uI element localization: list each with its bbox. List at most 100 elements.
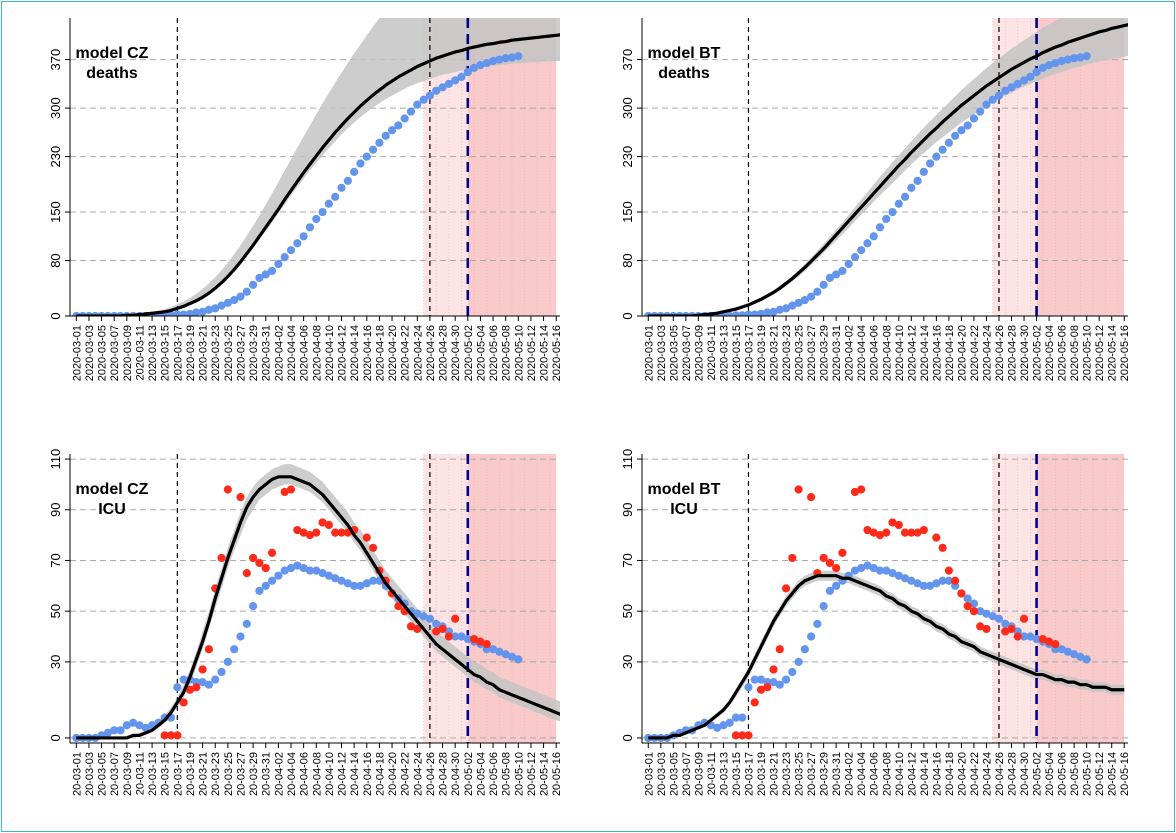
x-tick-label: 20-03-29 xyxy=(248,752,260,796)
point-model-series xyxy=(514,655,523,664)
point-model-series xyxy=(1019,76,1029,85)
x-tick-label: 20-05-12 xyxy=(1094,752,1106,796)
point-model-series xyxy=(267,576,277,585)
point-model-series xyxy=(907,576,916,585)
point-icu-series xyxy=(406,622,416,631)
point-model-series xyxy=(495,55,504,64)
point-icu-series xyxy=(267,548,277,557)
x-tick-label: 2020-04-16 xyxy=(362,325,374,381)
point-model-series xyxy=(179,675,188,684)
point-model-series xyxy=(850,252,860,262)
point-model-series xyxy=(919,581,928,590)
point-model-series xyxy=(763,308,772,316)
x-tick-label: 2020-05-08 xyxy=(501,325,513,381)
y-tick-label: 150 xyxy=(620,201,635,223)
point-model-series xyxy=(451,76,460,85)
point-icu-series xyxy=(318,518,327,527)
point-model-series xyxy=(331,574,340,583)
point-model-series xyxy=(293,239,302,248)
x-tick-label: 2020-05-08 xyxy=(1069,325,1081,381)
x-tick-label: 20-03-03 xyxy=(84,752,96,796)
x-tick-label: 20-03-19 xyxy=(756,752,768,796)
point-model-series xyxy=(419,95,428,104)
point-model-series xyxy=(432,86,441,95)
point-icu-series xyxy=(198,665,207,674)
point-model-series xyxy=(204,680,214,689)
x-tick-label: 20-05-02 xyxy=(1032,752,1044,796)
x-tick-label: 2020-03-13 xyxy=(147,325,159,381)
point-model-series xyxy=(738,713,747,722)
point-model-series xyxy=(305,566,315,575)
point-model-series xyxy=(750,310,759,316)
x-tick-label: 2020-03-05 xyxy=(97,325,109,381)
point-icu-series xyxy=(337,528,346,537)
point-model-series xyxy=(387,126,397,135)
point-model-series xyxy=(457,632,466,641)
point-model-series xyxy=(324,199,333,208)
x-tick-label: 2020-05-10 xyxy=(1082,325,1094,381)
point-icu-series xyxy=(249,553,258,563)
point-icu-series xyxy=(938,543,947,552)
point-model-series xyxy=(501,650,510,659)
point-icu-series xyxy=(217,553,226,563)
x-tick-label: 20-04-14 xyxy=(349,752,361,796)
x-tick-label: 2020-04-12 xyxy=(337,325,349,381)
point-icu-series xyxy=(875,531,885,540)
point-model-series xyxy=(425,91,435,100)
x-tick-label: 2020-04-14 xyxy=(919,325,931,381)
point-icu-series xyxy=(976,622,985,631)
x-tick-label: 20-03-29 xyxy=(819,752,831,796)
point-model-series xyxy=(806,292,816,301)
point-model-series xyxy=(725,718,734,727)
point-icu-series xyxy=(160,731,169,740)
point-model-series xyxy=(406,107,416,116)
confidence-band xyxy=(76,18,560,316)
point-model-series xyxy=(1076,53,1085,62)
point-model-series xyxy=(488,56,498,66)
x-tick-label: 2020-05-12 xyxy=(526,325,538,381)
x-tick-label: 20-05-14 xyxy=(539,752,551,796)
x-tick-label: 20-03-03 xyxy=(656,752,668,796)
point-model-series xyxy=(894,199,903,208)
point-model-series xyxy=(293,561,302,570)
panel-title-line1: model BT xyxy=(648,481,721,498)
point-icu-series xyxy=(838,548,847,557)
point-model-series xyxy=(236,632,245,641)
x-tick-label: 20-03-31 xyxy=(261,752,273,796)
point-model-series xyxy=(356,159,365,168)
point-model-series xyxy=(324,571,333,580)
point-model-series xyxy=(731,713,741,722)
point-model-series xyxy=(951,131,960,140)
panel-title-line2: deaths xyxy=(86,65,138,82)
point-model-series xyxy=(255,273,264,282)
point-icu-series xyxy=(750,698,759,707)
point-model-series xyxy=(1063,55,1072,64)
point-model-series xyxy=(280,566,289,575)
point-model-series xyxy=(756,675,766,684)
x-tick-label: 20-03-05 xyxy=(668,752,680,796)
point-model-series xyxy=(425,614,435,623)
x-tick-label: 2020-04-20 xyxy=(387,325,399,381)
x-tick-label: 2020-04-20 xyxy=(956,325,968,381)
point-model-series xyxy=(863,239,872,248)
point-model-series xyxy=(994,614,1004,623)
point-model-series xyxy=(400,114,409,123)
point-model-series xyxy=(875,223,885,232)
x-tick-label: 20-03-01 xyxy=(643,752,655,796)
point-model-series xyxy=(788,301,797,310)
x-tick-label: 2020-05-06 xyxy=(1057,325,1069,381)
point-model-series xyxy=(832,270,841,279)
point-icu-series xyxy=(173,731,182,740)
point-model-series xyxy=(198,307,207,316)
x-tick-label: 20-04-12 xyxy=(906,752,918,796)
panel-title-line2: deaths xyxy=(658,65,710,82)
point-model-series xyxy=(350,581,359,590)
point-model-series xyxy=(318,207,327,217)
panel-title-line1: model CZ xyxy=(76,45,149,62)
point-model-series xyxy=(938,145,947,154)
point-model-series xyxy=(857,563,866,573)
point-model-series xyxy=(825,586,834,595)
x-tick-label: 20-05-14 xyxy=(1107,752,1119,796)
y-tick-label: 300 xyxy=(620,97,635,119)
point-icu-series xyxy=(1001,627,1010,636)
